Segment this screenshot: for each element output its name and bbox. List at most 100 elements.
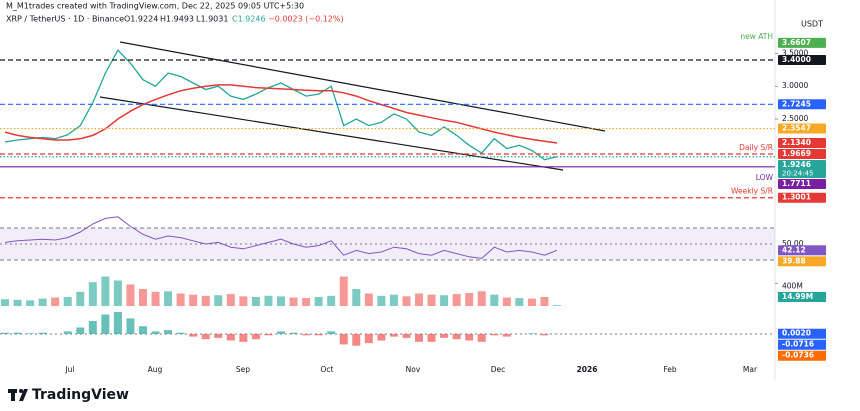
x-tick-label: Sep: [236, 365, 250, 374]
x-tick-label: Jul: [64, 365, 74, 374]
volume-bar: [88, 282, 97, 306]
macd-bar: [540, 334, 549, 336]
rsi-label-box: [778, 256, 826, 267]
macd-bar: [189, 334, 198, 337]
price-label: 1.3001: [782, 193, 811, 202]
macd-bar: [352, 334, 361, 346]
macd-label-box: [778, 350, 826, 361]
volume-bar: [151, 291, 160, 306]
price-label: 1.7711: [782, 179, 811, 188]
low: L1.9031: [196, 15, 228, 24]
level-note: Daily S/R: [739, 143, 773, 152]
price-label: 2.3547: [782, 124, 811, 133]
volume-bar: [289, 297, 298, 306]
volume-bar: [139, 289, 147, 306]
volume-bar: [76, 291, 85, 306]
macd-bar: [226, 334, 235, 341]
volume-bar: [251, 296, 260, 306]
volume-label: 14.99M: [782, 292, 813, 301]
macd-bar: [1, 332, 9, 334]
price-label: 3.4000: [782, 55, 811, 64]
level-note: Weekly S/R: [731, 187, 773, 196]
volume-bar: [214, 295, 223, 306]
macd-bar: [402, 334, 411, 338]
macd-bar: [502, 334, 511, 337]
volume-bar: [402, 296, 411, 306]
ma-line: [4, 84, 558, 144]
macd-bar: [277, 331, 285, 334]
x-tick-label: Feb: [663, 365, 677, 374]
macd-bar: [339, 334, 348, 345]
volume-bar: [314, 296, 323, 306]
macd-label: -0.0716: [782, 340, 814, 349]
brand-logo: [8, 389, 28, 401]
price-label: 2.1340: [782, 138, 811, 147]
macd-bar: [38, 332, 47, 334]
macd-bar: [427, 334, 436, 342]
macd-bar: [214, 334, 223, 338]
volume-bar: [477, 291, 486, 306]
x-tick-label: 2026: [577, 365, 598, 374]
macd-bar: [176, 332, 185, 334]
volume-bar: [113, 280, 122, 306]
macd-bar: [289, 332, 298, 334]
price-label-box: [778, 55, 826, 66]
macd-label: -0.0736: [782, 351, 814, 360]
y-tick-label: 2.5000: [782, 114, 808, 123]
volume-bar: [239, 296, 248, 306]
macd-bar: [251, 334, 260, 340]
volume-bar: [415, 293, 423, 306]
volume-bar: [540, 296, 549, 306]
macd-bar: [126, 318, 135, 334]
volume-tick-label: 400M: [782, 281, 803, 290]
symbol: XRP / TetherUS · 1D · Binance: [6, 15, 124, 24]
macd-bar: [113, 311, 122, 334]
volume-bar: [51, 297, 60, 306]
macd-bar: [389, 334, 398, 337]
volume-bar: [502, 297, 511, 306]
volume-bar: [277, 296, 285, 306]
price-label: 3.6607: [782, 38, 811, 47]
macd-bar: [477, 334, 486, 342]
volume-bar: [176, 293, 185, 306]
volume-bar: [26, 300, 35, 306]
volume-bar: [126, 284, 135, 306]
macd-bar: [239, 334, 248, 342]
macd-label-box: [778, 339, 826, 350]
price-label-box: [778, 37, 826, 48]
volume-bar: [490, 294, 499, 306]
volume-bar: [352, 289, 361, 306]
price-line: [4, 49, 558, 161]
volume-bar: [201, 295, 210, 306]
price-label-box: [778, 192, 826, 203]
macd-bar: [13, 332, 22, 334]
macd-bar: [465, 334, 474, 341]
brand: TradingView: [32, 387, 129, 403]
volume-bar: [38, 298, 47, 306]
volume-bar: [13, 299, 22, 306]
change: −0.0023 (−0.12%): [268, 15, 344, 24]
price-label: 1.9246: [782, 160, 811, 169]
volume-bar: [302, 298, 311, 306]
volume-bar: [264, 295, 273, 306]
macd-bar: [151, 331, 160, 334]
volume-bar: [515, 298, 524, 306]
rsi-tick-label: 50.00: [782, 239, 804, 248]
macd-bar: [314, 334, 323, 336]
macd-bar: [440, 334, 449, 338]
macd-bar: [101, 314, 110, 334]
level-note: new ATH: [740, 32, 773, 41]
volume-bar: [164, 291, 173, 306]
macd-bar: [415, 334, 423, 342]
price-label-box: [778, 99, 826, 110]
rsi-line: [4, 216, 558, 259]
channel-upper: [119, 41, 606, 132]
countdown: 20:24:45: [782, 170, 813, 178]
volume-bar: [339, 276, 348, 306]
macd-label-box: [778, 328, 826, 339]
x-tick-label: Oct: [321, 365, 334, 374]
volume-bar: [527, 298, 536, 306]
macd-bar: [490, 334, 499, 336]
macd-label: 0.0020: [782, 329, 811, 338]
